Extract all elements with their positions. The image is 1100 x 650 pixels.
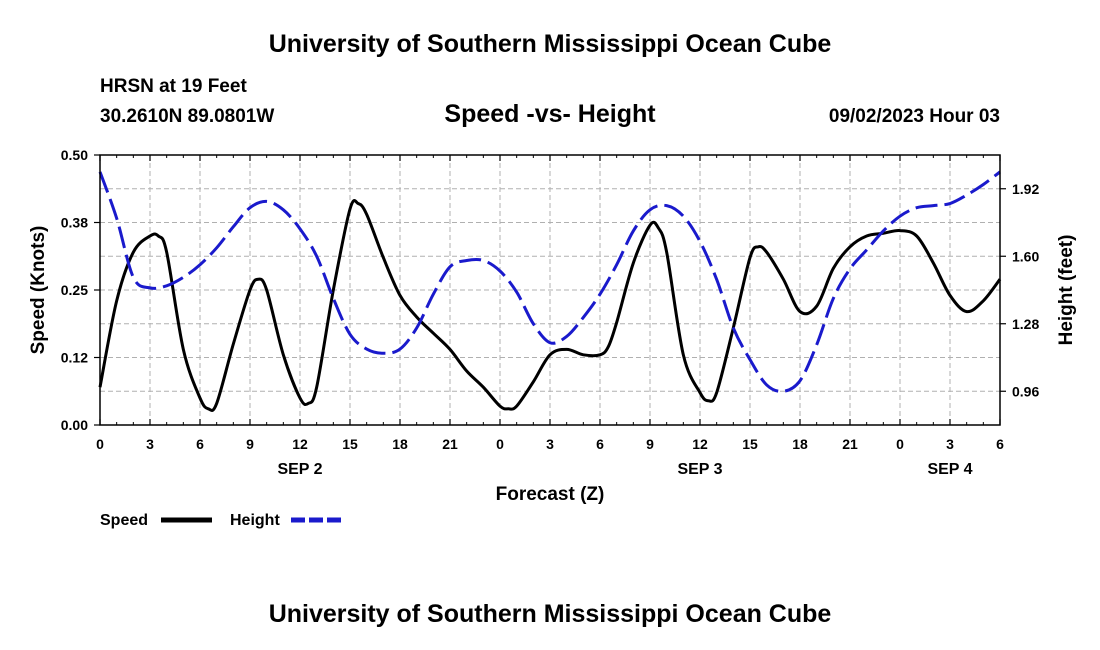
x-tick-label: 3	[946, 436, 954, 452]
speed-series-line	[98, 199, 1002, 412]
x-tick-label: 15	[342, 436, 358, 452]
x-tick-label: 6	[596, 436, 604, 452]
y-tick-label: 0.38	[61, 215, 88, 231]
y2-tick-label: 1.92	[1012, 181, 1039, 197]
y-tick-label: 0.25	[61, 282, 88, 298]
x-tick-label: 21	[842, 436, 858, 452]
y2-tick-label: 0.96	[1012, 383, 1039, 399]
page-title: University of Southern Mississippi Ocean…	[268, 30, 832, 58]
station-name: HRSN at 19 Feet	[100, 76, 247, 97]
x-tick-label: 18	[392, 436, 408, 452]
x-tick-label: 3	[146, 436, 154, 452]
day-label: SEP 3	[677, 461, 722, 478]
y2-tick-label: 1.28	[1012, 316, 1039, 332]
station-coordinates: 30.2610N 89.0801W	[100, 106, 275, 127]
x-tick-label: 18	[792, 436, 808, 452]
x-tick-label: 15	[742, 436, 758, 452]
y-tick-label: 0.00	[61, 417, 88, 433]
speed-height-chart: 0 3 6 9 12 15 18 21 0 3 6 9 12 15 18 21 0 3 6 0.00 0.12 0.25 0…	[28, 147, 1077, 529]
x-axis-title: Forecast (Z)	[496, 484, 605, 505]
x-tick-label: 9	[646, 436, 654, 452]
day-label: SEP 2	[277, 461, 322, 478]
x-tick-label: 3	[546, 436, 554, 452]
x-tick-label: 0	[896, 436, 904, 452]
x-tick-label: 21	[442, 436, 458, 452]
y2-axis-title: Height (feet)	[1056, 235, 1077, 346]
legend-speed-label: Speed	[100, 512, 148, 529]
legend-height-label: Height	[230, 512, 280, 529]
axes: 0 3 6 9 12 15 18 21 0 3 6 9 12 15 18 21 0 3 6 0.00 0.12 0.25 0…	[61, 147, 1040, 478]
x-tick-label: 12	[292, 436, 308, 452]
x-tick-label: 12	[692, 436, 708, 452]
forecast-date: 09/02/2023 Hour 03	[828, 106, 1000, 127]
y-axis-title: Speed (Knots)	[28, 226, 49, 355]
y-tick-label: 0.50	[61, 147, 88, 163]
chart-title: Speed -vs- Height	[444, 100, 656, 128]
x-tick-label: 0	[96, 436, 104, 452]
x-tick-label: 6	[996, 436, 1004, 452]
footer-title: University of Southern Mississippi Ocean…	[268, 600, 832, 628]
x-tick-label: 6	[196, 436, 204, 452]
height-series-line	[98, 170, 1001, 393]
legend: Speed Height	[100, 512, 342, 529]
x-tick-label: 9	[246, 436, 254, 452]
day-label: SEP 4	[927, 461, 972, 478]
y-tick-label: 0.12	[61, 350, 88, 366]
grid	[99, 154, 1001, 426]
x-tick-label: 0	[496, 436, 504, 452]
series-layer	[98, 170, 1002, 412]
y2-tick-label: 1.60	[1012, 248, 1039, 264]
